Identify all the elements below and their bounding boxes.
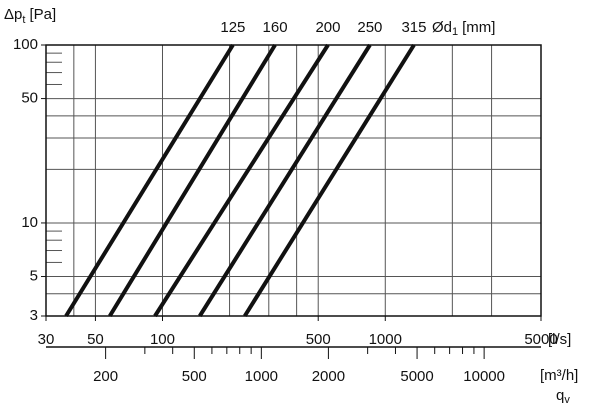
x2-axis-unit: [m³/h] bbox=[540, 367, 578, 384]
legend-title-unit: [mm] bbox=[462, 19, 495, 36]
x2-tick-label: 10000 bbox=[463, 368, 505, 385]
curve bbox=[64, 43, 235, 318]
x2-tick-label: 5000 bbox=[400, 368, 433, 385]
y-tick-label: 3 bbox=[30, 307, 38, 324]
y-tick-label: 10 bbox=[21, 214, 38, 231]
x-tick-label: 500 bbox=[306, 331, 331, 348]
curve bbox=[153, 43, 330, 318]
legend-title-subscript: 1 bbox=[452, 26, 458, 38]
x-tick-label: 5000 bbox=[524, 331, 557, 348]
x2-tick-label: 1000 bbox=[245, 368, 278, 385]
x-tick-label: 50 bbox=[87, 331, 104, 348]
x-axis-unit: [l/s] bbox=[548, 331, 571, 348]
y-label-symbol: Δp bbox=[4, 6, 22, 23]
y-label-unit: [Pa] bbox=[29, 6, 56, 23]
x-tick-label: 1000 bbox=[369, 331, 402, 348]
y-axis-label: Δpt [Pa] bbox=[4, 6, 56, 26]
curve bbox=[198, 43, 372, 318]
legend-title: Ød1 [mm] bbox=[432, 19, 495, 38]
x2-label-symbol: q bbox=[556, 387, 564, 404]
x-tick-label: 30 bbox=[38, 331, 55, 348]
legend-label: 160 bbox=[263, 19, 288, 36]
curve bbox=[243, 43, 416, 318]
legend-label: 250 bbox=[357, 19, 382, 36]
x2-tick-label: 200 bbox=[93, 368, 118, 385]
plot-frame bbox=[45, 44, 542, 317]
x2-tick-label: 500 bbox=[182, 368, 207, 385]
y-tick-label: 100 bbox=[13, 36, 38, 53]
x-tick-label: 100 bbox=[150, 331, 175, 348]
legend-label: 125 bbox=[220, 19, 245, 36]
y-tick-label: 5 bbox=[30, 267, 38, 284]
y-tick-label: 50 bbox=[21, 90, 38, 107]
curve bbox=[108, 43, 277, 318]
legend-title-symbol: Ød bbox=[432, 19, 452, 36]
legend-label: 315 bbox=[401, 19, 426, 36]
x2-axis-label: qv bbox=[556, 387, 570, 406]
legend-label: 200 bbox=[315, 19, 340, 36]
y-label-subscript: t bbox=[22, 14, 25, 26]
x2-tick-label: 2000 bbox=[312, 368, 345, 385]
x2-label-subscript: v bbox=[564, 394, 570, 406]
